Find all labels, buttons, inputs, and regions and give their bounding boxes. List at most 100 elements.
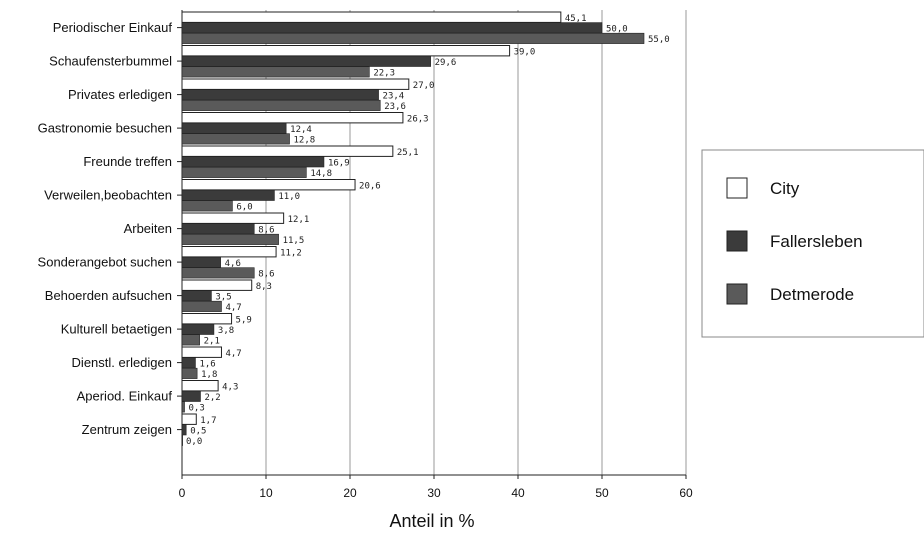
value-label: 4,6: [225, 259, 241, 269]
category-label: Sonderangebot suchen: [38, 255, 172, 270]
x-tick-label: 40: [511, 486, 525, 500]
category-label: Arbeiten: [124, 221, 172, 236]
category-label: Aperiod. Einkauf: [77, 389, 173, 404]
value-label: 11,2: [280, 248, 302, 258]
value-label: 1,7: [200, 416, 216, 426]
value-label: 5,9: [236, 315, 252, 325]
legend-label: Fallersleben: [770, 232, 863, 251]
bar-detmerode: [181, 66, 370, 78]
value-label: 8,6: [258, 270, 274, 280]
bar-fallersleben: [181, 424, 187, 436]
legend-label: Detmerode: [770, 285, 854, 304]
value-label: 20,6: [359, 181, 381, 191]
legend-swatch: [726, 230, 748, 252]
bar-fallersleben: [181, 223, 255, 235]
x-tick-label: 60: [679, 486, 693, 500]
bar-detmerode: [181, 133, 290, 145]
bar-detmerode: [181, 401, 185, 413]
value-label: 14,8: [310, 169, 332, 179]
bar-fallersleben: [181, 122, 287, 134]
bar-city: [181, 279, 253, 291]
category-label: Periodischer Einkauf: [53, 20, 173, 35]
bar-fallersleben: [181, 89, 379, 101]
value-label: 55,0: [648, 35, 670, 45]
value-label: 0,5: [190, 427, 206, 437]
bar-city: [181, 346, 222, 358]
x-tick-label: 20: [343, 486, 357, 500]
value-labels: 45,1 50,0 55,0 39,0 29,6 22,3 27,0 23,423,626,3…: [186, 14, 670, 447]
value-label: 4,3: [222, 382, 238, 392]
value-label: 12,4: [290, 125, 312, 135]
bar-fallersleben: [181, 323, 215, 335]
value-label: 23,4: [383, 92, 405, 102]
value-label: 3,8: [218, 326, 234, 336]
value-label: 22,3: [373, 69, 395, 79]
value-label: 8,3: [256, 282, 272, 292]
value-label: 2,2: [204, 393, 220, 403]
value-label: 25,1: [397, 148, 419, 158]
bar-city: [181, 380, 219, 392]
category-label: Zentrum zeigen: [82, 422, 172, 437]
bar-city: [181, 45, 511, 57]
bar-fallersleben: [181, 189, 275, 201]
bar-city: [181, 246, 277, 258]
category-label: Verweilen,beobachten: [44, 188, 172, 203]
bar-detmerode: [181, 233, 279, 245]
category-label: Dienstl. erledigen: [72, 355, 172, 370]
bar-fallersleben: [181, 290, 212, 302]
bar-detmerode: [181, 32, 645, 44]
value-label: 12,1: [288, 215, 310, 225]
category-label: Privates erledigen: [68, 87, 172, 102]
value-label: 45,1: [565, 14, 587, 24]
category-label: Schaufensterbummel: [49, 54, 172, 69]
x-tick-label: 50: [595, 486, 609, 500]
bar-city: [181, 179, 356, 191]
legend-swatch: [726, 177, 748, 199]
value-label: 11,5: [283, 236, 305, 246]
bar-detmerode: [181, 267, 255, 279]
bar-detmerode: [181, 200, 233, 212]
bar-city: [181, 78, 410, 90]
bar-fallersleben: [181, 55, 431, 67]
category-label: Freunde treffen: [83, 154, 172, 169]
value-label: 11,0: [278, 192, 300, 202]
value-label: 6,0: [236, 203, 252, 213]
value-label: 27,0: [413, 81, 435, 91]
x-axis: 0 10 20 30 40 50 60: [177, 27, 693, 500]
category-label: Kulturell betaetigen: [61, 322, 172, 337]
bar-city: [181, 145, 394, 157]
category-labels: Periodischer Einkauf Schaufensterbummel Pr…: [38, 20, 173, 437]
value-label: 8,6: [258, 226, 274, 236]
bar-city: [181, 112, 404, 124]
bar-city: [181, 413, 197, 425]
bar-city: [181, 313, 233, 325]
bar-detmerode: [181, 99, 381, 111]
value-label: 39,0: [514, 47, 536, 57]
value-label: 12,8: [294, 136, 316, 146]
value-label: 0,3: [189, 404, 205, 414]
value-label: 4,7: [225, 349, 241, 359]
value-label: 29,6: [435, 58, 457, 68]
value-label: 4,7: [225, 303, 241, 313]
value-label: 3,5: [215, 293, 231, 303]
x-tick-label: 0: [179, 486, 186, 500]
value-label: 16,9: [328, 159, 350, 169]
value-label: 1,6: [199, 360, 215, 370]
bar-fallersleben: [181, 256, 221, 268]
bar-detmerode: [181, 166, 307, 178]
value-label: 2,1: [204, 337, 220, 347]
x-tick-label: 10: [259, 486, 273, 500]
bar-fallersleben: [181, 390, 201, 402]
value-label: 0,0: [186, 437, 202, 447]
bar-detmerode: [181, 300, 222, 312]
value-label: 50,0: [606, 25, 628, 35]
legend-swatch: [726, 283, 748, 305]
value-label: 1,8: [201, 370, 217, 380]
bar-detmerode: [181, 334, 200, 346]
category-label: Behoerden aufsuchen: [45, 288, 172, 303]
legend-label: City: [770, 179, 800, 198]
bar-city: [181, 11, 562, 23]
x-axis-label: Anteil in %: [389, 511, 474, 531]
bar-fallersleben: [181, 22, 603, 34]
